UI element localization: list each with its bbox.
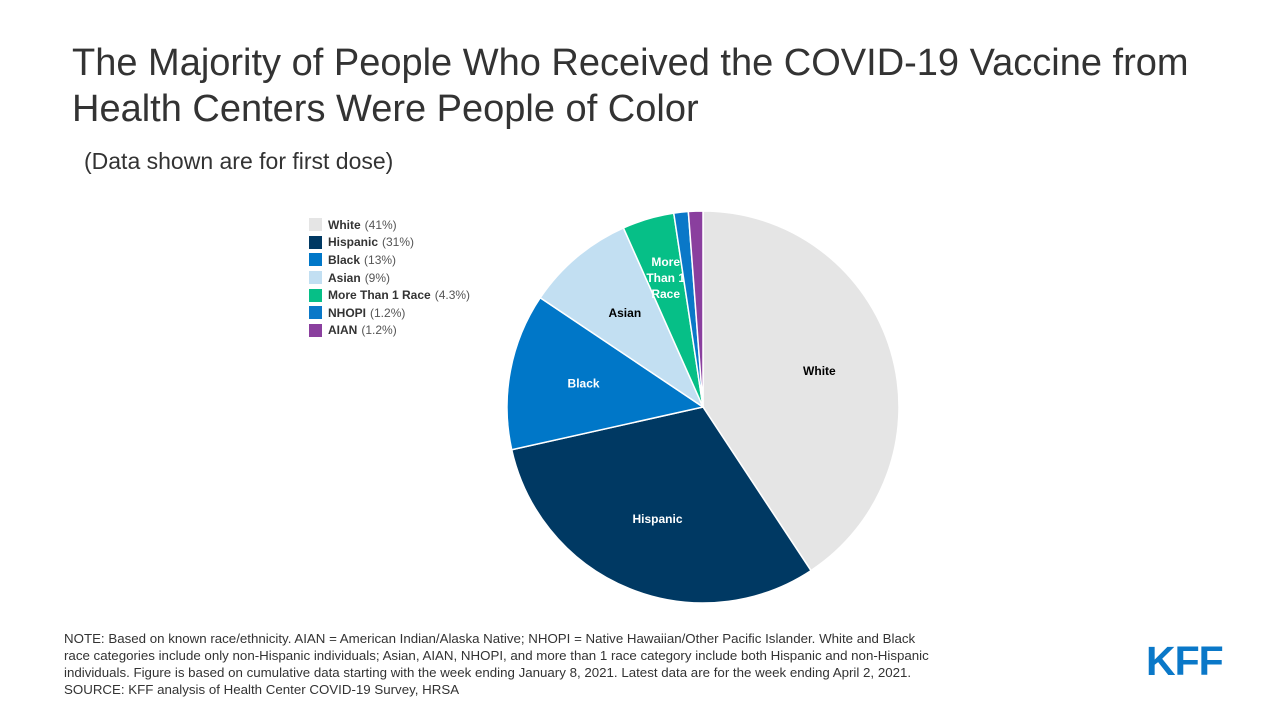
legend-percent: (1.2%) [361,323,397,338]
pie-slice-label: Asian [608,306,641,320]
note-line: individuals. Figure is based on cumulati… [64,665,912,680]
note-line: NOTE: Based on known race/ethnicity. AIA… [64,631,916,646]
legend-item-more-than-1-race: More Than 1 Race (4.3%) [309,286,470,304]
legend-item-white: White (41%) [309,216,470,234]
legend-label: Hispanic [328,235,379,250]
footnote: NOTE: Based on known race/ethnicity. AIA… [64,630,1124,698]
pie-slice-label: Black [568,377,600,391]
legend-percent: (4.3%) [434,288,471,303]
legend-item-black: Black (13%) [309,251,470,269]
pie-slice-hispanic [510,406,813,604]
legend-swatch [309,288,322,302]
legend-swatch [309,323,322,337]
legend-percent: (31%) [382,235,415,250]
legend-swatch [309,235,322,249]
legend-item-asian: Asian (9%) [309,269,470,287]
pie-slice-aian [687,210,704,408]
legend-swatch [309,271,322,285]
pie-slice-black [506,296,705,451]
legend-percent: (41%) [364,217,397,232]
legend-label: Asian [328,270,361,285]
kff-logo: KFF [1146,638,1224,684]
chart-title: The Majority of People Who Received the … [72,42,1189,130]
note-line: race categories include only non-Hispani… [64,648,929,663]
legend-label: White [328,217,361,232]
legend-label: More Than 1 Race [328,288,431,303]
legend-swatch [309,306,322,320]
legend: White (41%) Hispanic (31%) Black (13%) Asian (9… [309,216,470,339]
legend-item-aian: AIAN (1.2%) [309,322,470,340]
legend-percent: (9%) [364,270,391,285]
source-line: SOURCE: KFF analysis of Health Center CO… [64,682,460,697]
pie-slice-label: More Than 1 Race [646,255,685,301]
pie-slice-label: White [803,364,836,378]
pie-slice-label: Hispanic [632,512,682,526]
legend-item-hispanic: Hispanic (31%) [309,234,470,252]
legend-label: AIAN [328,323,358,338]
pie-slice-asian [539,226,705,410]
chart-subtitle: (Data shown are for first dose) [84,148,394,174]
legend-swatch [309,253,322,267]
legend-swatch [309,218,322,232]
legend-label: NHOPI [328,305,367,320]
legend-label: Black [328,252,361,267]
legend-item-nhopi: NHOPI (1.2%) [309,304,470,322]
legend-percent: (1.2%) [370,305,406,320]
legend-percent: (13%) [364,252,397,267]
